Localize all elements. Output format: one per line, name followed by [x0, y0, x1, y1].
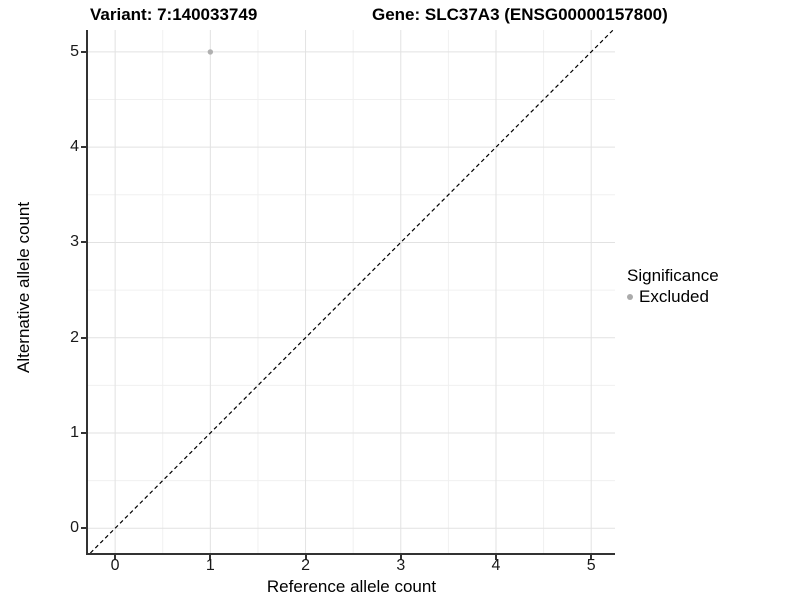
y-tick-label: 1 — [70, 423, 79, 441]
y-tick-label: 5 — [70, 42, 79, 60]
x-tick-mark — [304, 555, 307, 560]
y-tick-mark — [81, 241, 86, 244]
x-tick-label: 2 — [301, 557, 310, 574]
x-tick-label: 0 — [110, 557, 120, 574]
x-tick-label: 1 — [205, 557, 215, 574]
legend-point-swatch-icon — [627, 293, 633, 300]
x-tick-mark — [114, 555, 117, 560]
y-tick-mark — [81, 527, 86, 530]
gene-title: Gene: SLC37A3 (ENSG00000157800) — [372, 5, 668, 24]
x-tick-mark — [494, 555, 497, 560]
plot-canvas — [88, 30, 615, 553]
x-tick-label: 5 — [586, 557, 596, 574]
variant-title: Variant: 7:140033749 — [90, 5, 258, 24]
y-tick-label: 0 — [70, 519, 79, 537]
x-axis-title: Reference allele count — [266, 577, 437, 596]
x-tick-label: 3 — [396, 557, 406, 574]
y-tick-mark — [81, 336, 86, 339]
legend-item-label: Excluded — [639, 287, 709, 306]
x-tick-mark — [209, 555, 212, 560]
y-tick-mark — [81, 50, 86, 53]
y-tick-label: 3 — [70, 233, 79, 251]
legend: Significance Excluded — [627, 266, 719, 306]
legend-title: Significance — [627, 266, 719, 285]
y-tick-label: 4 — [70, 138, 79, 156]
y-tick-label: 2 — [70, 328, 79, 346]
data-point — [207, 49, 214, 55]
y-tick-mark — [81, 431, 86, 434]
x-tick-mark — [399, 555, 402, 560]
x-tick-mark — [590, 555, 593, 560]
y-tick-mark — [81, 146, 86, 149]
y-axis-title: Alternative allele count — [14, 201, 33, 373]
x-tick-label: 4 — [491, 557, 501, 574]
identity-line — [89, 30, 614, 553]
legend-item-excluded: Excluded — [627, 287, 719, 306]
plot-panel — [86, 30, 615, 555]
